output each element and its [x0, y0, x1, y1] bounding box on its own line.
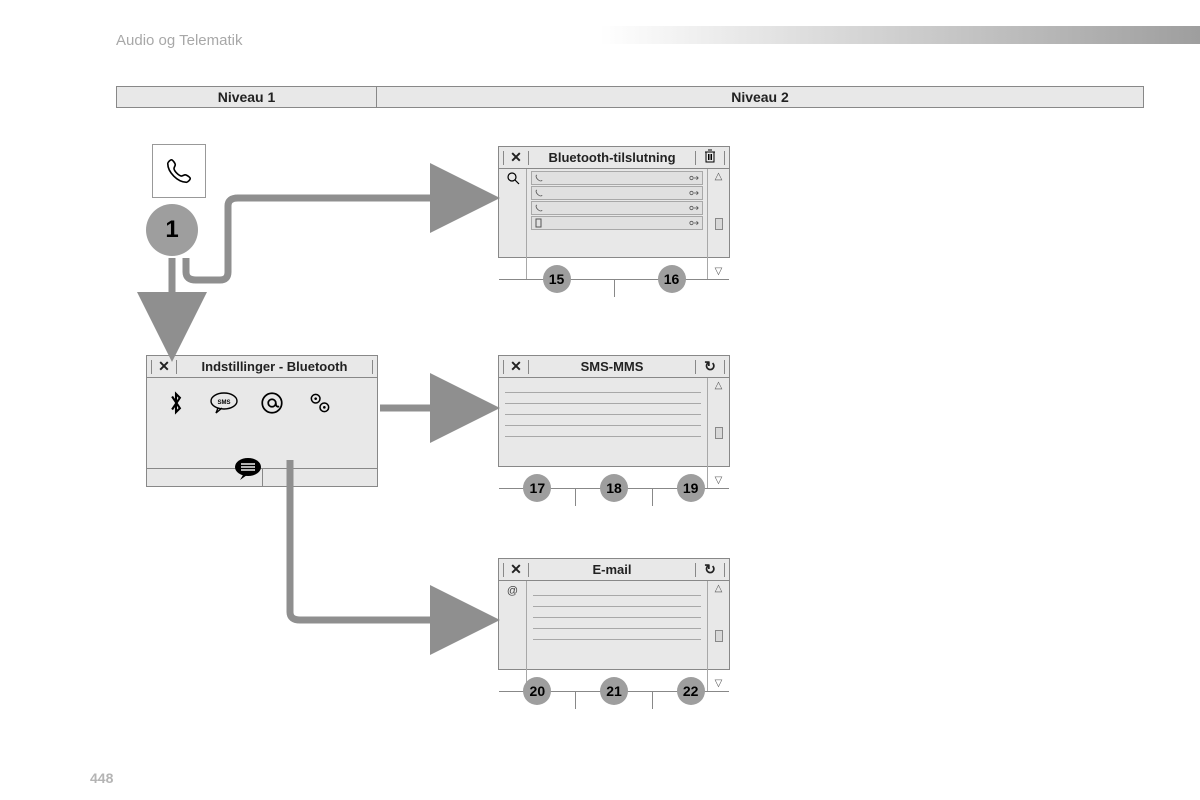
at-small-icon: @ [499, 581, 527, 691]
list-item[interactable] [533, 618, 701, 629]
list-item[interactable] [533, 607, 701, 618]
scrollbar[interactable]: △ ▽ [707, 169, 729, 279]
close-icon[interactable]: ✕ [156, 358, 172, 375]
page-number: 448 [90, 770, 113, 786]
close-icon[interactable]: ✕ [508, 358, 524, 375]
refresh-icon[interactable]: ↻ [700, 358, 720, 375]
at-icon[interactable] [257, 388, 287, 418]
step-circle-18: 18 [600, 474, 628, 502]
svg-text:SMS: SMS [217, 400, 230, 406]
header-gradient [600, 26, 1200, 44]
email-title: E-mail [533, 562, 691, 577]
list-item[interactable] [531, 186, 703, 200]
settings-title: Indstillinger - Bluetooth [181, 359, 368, 374]
list-item[interactable] [505, 382, 701, 393]
bt-titlebar: ✕ Bluetooth-tilslutning [499, 147, 729, 169]
scroll-thumb[interactable] [715, 218, 723, 230]
sms-list [499, 378, 707, 488]
list-item[interactable] [533, 629, 701, 640]
trash-icon[interactable] [700, 149, 720, 166]
phone-icon-box [152, 144, 206, 198]
sms-body: △ ▽ [499, 378, 729, 488]
step-circle-16: 16 [658, 265, 686, 293]
sms-titlebar: ✕ SMS-MMS ↻ [499, 356, 729, 378]
phone-icon [164, 156, 194, 186]
level-1-header: Niveau 1 [117, 87, 377, 107]
scroll-thumb[interactable] [715, 427, 723, 439]
settings-body: SMS [147, 378, 377, 468]
list-item[interactable] [531, 171, 703, 185]
scroll-up-icon[interactable]: △ [715, 380, 723, 391]
step-circle-17: 17 [523, 474, 551, 502]
list-item[interactable] [531, 201, 703, 215]
speech-lines-icon[interactable] [233, 454, 263, 484]
scrollbar[interactable]: △ ▽ [707, 378, 729, 488]
email-body: @ △ ▽ [499, 581, 729, 691]
level-2-header: Niveau 2 [377, 87, 1143, 107]
step-circle-1: 1 [146, 204, 198, 256]
settings-titlebar: ✕ Indstillinger - Bluetooth [147, 356, 377, 378]
list-item[interactable] [533, 585, 701, 596]
sms-mms-panel: ✕ SMS-MMS ↻ △ ▽ 17 18 19 [498, 355, 730, 467]
email-titlebar: ✕ E-mail ↻ [499, 559, 729, 581]
step-circle-21: 21 [600, 677, 628, 705]
step-circle-22: 22 [677, 677, 705, 705]
scroll-thumb[interactable] [715, 630, 723, 642]
bluetooth-icon[interactable] [161, 388, 191, 418]
settings-bluetooth-panel: ✕ Indstillinger - Bluetooth SMS [146, 355, 378, 487]
bt-device-list [527, 169, 707, 279]
list-item[interactable] [505, 393, 701, 404]
list-item[interactable] [505, 404, 701, 415]
list-item[interactable] [505, 426, 701, 437]
search-icon[interactable] [499, 169, 527, 279]
scroll-up-icon[interactable]: △ [715, 583, 723, 594]
step-circle-19: 19 [677, 474, 705, 502]
bt-body: △ ▽ [499, 169, 729, 279]
scrollbar[interactable]: △ ▽ [707, 581, 729, 691]
bt-title: Bluetooth-tilslutning [533, 150, 691, 165]
close-icon[interactable]: ✕ [508, 149, 524, 166]
list-item[interactable] [533, 596, 701, 607]
sms-icon[interactable]: SMS [209, 388, 239, 418]
step-circle-20: 20 [523, 677, 551, 705]
scroll-up-icon[interactable]: △ [715, 171, 723, 182]
email-list [527, 581, 707, 691]
email-panel: ✕ E-mail ↻ @ △ ▽ 20 21 22 [498, 558, 730, 670]
list-item[interactable] [505, 415, 701, 426]
level-bar: Niveau 1 Niveau 2 [116, 86, 1144, 108]
close-icon[interactable]: ✕ [508, 561, 524, 578]
refresh-icon[interactable]: ↻ [700, 561, 720, 578]
bluetooth-connect-panel: ✕ Bluetooth-tilslutning [498, 146, 730, 258]
step-circle-15: 15 [543, 265, 571, 293]
gears-icon[interactable] [305, 388, 335, 418]
sms-title: SMS-MMS [533, 359, 691, 374]
page-header: Audio og Telematik [116, 32, 242, 49]
list-item[interactable] [531, 216, 703, 230]
